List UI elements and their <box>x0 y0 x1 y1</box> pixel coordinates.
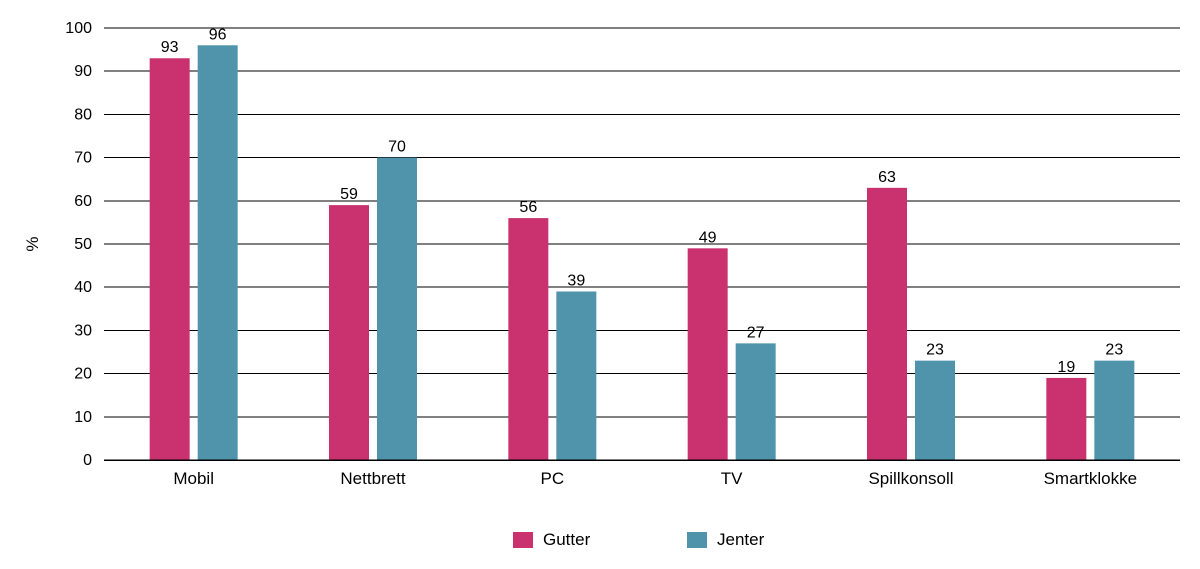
category-label: Nettbrett <box>340 469 405 488</box>
category-label: Mobil <box>173 469 214 488</box>
legend-label: Gutter <box>543 530 591 549</box>
bar <box>198 45 238 460</box>
bar <box>688 248 728 460</box>
bar <box>1046 378 1086 460</box>
y-tick-label: 20 <box>74 366 92 383</box>
bar-value-label: 59 <box>340 186 358 203</box>
bar <box>736 343 776 460</box>
legend-label: Jenter <box>717 530 765 549</box>
category-label: Smartklokke <box>1044 469 1138 488</box>
category-label: Spillkonsoll <box>868 469 953 488</box>
y-tick-label: 0 <box>83 452 92 469</box>
y-tick-label: 40 <box>74 279 92 296</box>
bar <box>1094 361 1134 460</box>
y-tick-label: 50 <box>74 236 92 253</box>
y-tick-label: 80 <box>74 106 92 123</box>
bar-value-label: 27 <box>747 324 765 341</box>
bar-value-label: 39 <box>567 273 585 290</box>
bar-value-label: 56 <box>519 199 537 216</box>
y-tick-label: 70 <box>74 150 92 167</box>
y-axis-label: % <box>23 236 42 251</box>
bar-value-label: 19 <box>1057 359 1075 376</box>
bar-value-label: 70 <box>388 139 406 156</box>
bar-value-label: 93 <box>161 39 179 56</box>
bar <box>915 361 955 460</box>
bar-value-label: 23 <box>1105 342 1123 359</box>
category-label: TV <box>721 469 743 488</box>
bar <box>377 158 417 460</box>
y-tick-label: 10 <box>74 409 92 426</box>
legend-swatch <box>513 532 533 548</box>
bar-value-label: 49 <box>699 229 717 246</box>
bar <box>508 218 548 460</box>
y-tick-label: 90 <box>74 63 92 80</box>
bar-value-label: 96 <box>209 26 227 43</box>
bar <box>150 58 190 460</box>
legend-swatch <box>687 532 707 548</box>
bar <box>329 205 369 460</box>
y-tick-label: 30 <box>74 322 92 339</box>
bar-value-label: 23 <box>926 342 944 359</box>
bar-value-label: 63 <box>878 169 896 186</box>
y-tick-label: 60 <box>74 193 92 210</box>
y-tick-label: 100 <box>65 20 92 37</box>
bar-chart: 0 10 20 30 40 50 60 70 80 90 100% 93 96 Mobil 59 70 Nett… <box>0 0 1200 569</box>
bar <box>867 188 907 460</box>
bar <box>556 292 596 460</box>
category-label: PC <box>541 469 565 488</box>
